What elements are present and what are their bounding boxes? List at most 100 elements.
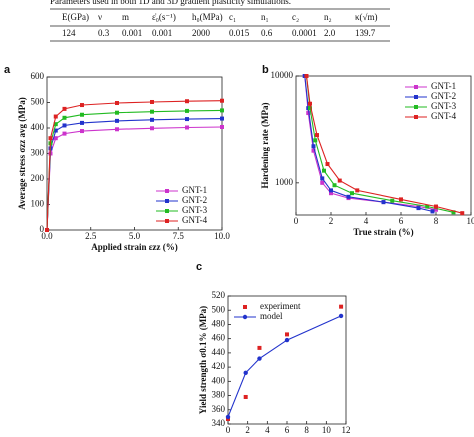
x-tick-label: 6	[399, 216, 404, 226]
legend-label: GNT-4	[182, 215, 208, 225]
legend-label: experiment	[260, 301, 301, 311]
table-cell: 0.001	[122, 28, 142, 38]
marker	[185, 117, 189, 122]
marker	[80, 112, 84, 117]
y-axis-label: Average stress σzz avg (MPa)	[17, 97, 27, 210]
legend-marker	[165, 199, 169, 203]
y-tick-label: 100	[31, 199, 45, 209]
marker	[220, 108, 224, 113]
legend-label: GNT-2	[182, 195, 207, 205]
marker	[150, 99, 154, 104]
table-cell: 124	[62, 28, 76, 38]
table-header: E(GPa)	[62, 12, 89, 22]
y-tick-label: 400	[212, 375, 226, 385]
marker	[329, 188, 333, 193]
table-cell: 2.0	[324, 28, 336, 38]
panel-label: b	[262, 64, 269, 76]
marker	[62, 123, 67, 128]
table-cell: 0.3	[98, 28, 110, 38]
marker	[346, 194, 351, 199]
legend-label: GNT-1	[182, 185, 207, 195]
panel-label: c	[196, 261, 202, 273]
marker	[257, 356, 262, 361]
marker	[320, 176, 325, 181]
marker	[80, 120, 84, 125]
marker	[220, 116, 224, 121]
y-tick-label: 10000	[271, 70, 294, 80]
table-header: c₁	[229, 12, 236, 22]
x-tick-label: 8	[304, 425, 309, 435]
legend-label: GNT-2	[431, 91, 456, 101]
marker	[53, 136, 58, 141]
table-header: ε̇₀(s⁻¹)	[152, 12, 176, 22]
plot-frame	[46, 76, 223, 231]
panel-label: a	[4, 64, 11, 76]
marker	[185, 108, 189, 113]
x-tick-label: 7.5	[173, 231, 185, 241]
x-tick-label: 0	[294, 216, 299, 226]
table-header: ν	[98, 12, 102, 22]
marker	[62, 131, 67, 136]
marker	[434, 204, 438, 209]
y-tick-label: 600	[31, 71, 45, 81]
marker	[53, 114, 58, 119]
table-cell: 139.7	[355, 28, 376, 38]
legend-marker	[414, 115, 418, 119]
x-tick-label: 6	[285, 425, 290, 435]
marker	[53, 128, 58, 133]
marker	[313, 138, 318, 143]
marker	[434, 207, 438, 212]
marker	[62, 115, 67, 120]
series-line	[227, 315, 342, 418]
marker	[451, 210, 456, 215]
legend-marker	[414, 105, 418, 109]
marker	[425, 204, 430, 209]
x-axis-label: True strain (%)	[353, 227, 413, 237]
legend-label: GNT-4	[431, 111, 457, 121]
table-header: κ(√m)	[355, 12, 377, 22]
legend-marker	[414, 95, 418, 99]
y-tick-label: 400	[31, 122, 45, 132]
marker	[338, 313, 344, 319]
marker	[399, 197, 403, 202]
y-tick-label: 0	[40, 224, 45, 234]
marker	[337, 178, 342, 183]
legend-marker	[165, 219, 169, 223]
marker	[80, 129, 84, 134]
marker	[355, 188, 360, 193]
marker	[115, 101, 119, 106]
x-tick-label: 2	[329, 216, 334, 226]
marker	[185, 99, 189, 104]
y-tick-label: 420	[212, 361, 226, 371]
legend-marker	[243, 305, 247, 309]
y-tick-label: 380	[212, 390, 226, 400]
table-header: n₁	[261, 12, 269, 22]
x-tick-label: 8	[434, 216, 439, 226]
x-tick-label: 0.0	[41, 231, 53, 241]
marker	[308, 106, 312, 111]
x-tick-label: 10	[322, 425, 332, 435]
marker	[329, 191, 333, 196]
marker	[284, 337, 290, 343]
marker	[115, 118, 119, 123]
y-tick-label: 340	[212, 418, 226, 428]
table-header: n₂	[324, 12, 332, 22]
plot-frame	[227, 295, 347, 425]
x-tick-label: 0	[226, 425, 231, 435]
marker	[115, 110, 119, 115]
marker	[285, 332, 289, 337]
marker	[45, 228, 49, 232]
marker	[315, 133, 319, 138]
x-axis-label: Applied strain εzz (%)	[91, 242, 178, 252]
marker	[311, 148, 316, 153]
marker	[460, 211, 465, 216]
table-header: c₂	[292, 12, 299, 22]
y-tick-label: 1000	[275, 177, 294, 187]
legend-marker	[165, 189, 169, 193]
marker	[150, 126, 154, 131]
marker	[62, 106, 67, 111]
x-tick-label: 2.5	[85, 231, 97, 241]
marker	[115, 127, 119, 132]
table-cell: 0.6	[261, 28, 273, 38]
